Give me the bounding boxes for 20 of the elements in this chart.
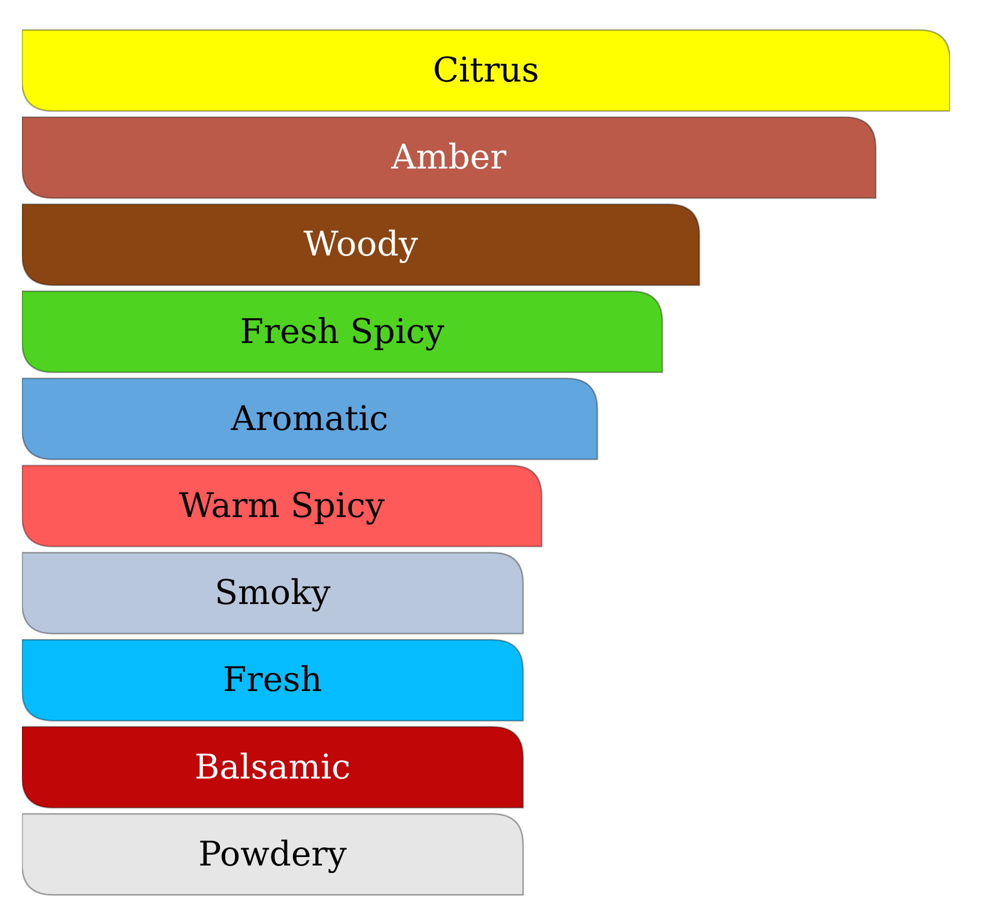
y-tick-label: Fresh xyxy=(222,660,322,700)
bar xyxy=(22,464,542,548)
bar xyxy=(22,290,664,374)
y-tick-label: Aromatic xyxy=(230,398,388,439)
bar xyxy=(22,29,950,112)
y-tick-label: Powdery xyxy=(198,834,348,874)
bar xyxy=(22,378,598,460)
y-tick-label: Fresh Spicy xyxy=(240,312,446,352)
bar xyxy=(22,552,524,634)
y-tick-label: Balsamic xyxy=(194,747,351,788)
y-tick-label: Warm Spicy xyxy=(178,486,386,526)
y-tick-label: Smoky xyxy=(214,573,332,614)
bar xyxy=(22,813,524,896)
bar xyxy=(22,116,877,199)
y-tick-label: Woody xyxy=(303,224,419,265)
bar xyxy=(22,638,524,722)
bar xyxy=(22,726,524,809)
y-tick-label: Amber xyxy=(390,138,508,178)
y-tick-label: Citrus xyxy=(432,50,540,90)
bar xyxy=(22,203,700,286)
